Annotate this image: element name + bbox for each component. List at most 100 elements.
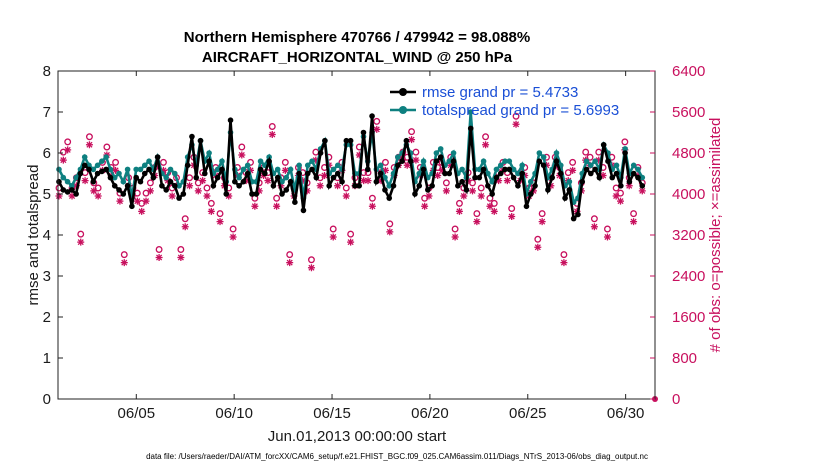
rmse-point (163, 187, 170, 193)
spread-point (81, 154, 88, 160)
rmse-point (304, 170, 311, 177)
rmse-point (592, 166, 598, 173)
y-tick-label-left: 3 (43, 268, 51, 285)
rmse-point (489, 191, 495, 197)
obs-assimilated-marker (216, 218, 224, 226)
obs-assimilated-marker (207, 207, 215, 215)
obs-possible-marker (534, 235, 542, 243)
rmse-point (287, 178, 294, 185)
y-tick-label-left: 0 (43, 391, 51, 408)
rmse-point (420, 166, 427, 173)
obs-assimilated-marker (569, 166, 577, 174)
obs-possible-marker (586, 153, 594, 161)
spread-point (450, 150, 457, 156)
rmse-point (557, 170, 564, 177)
spread-point (176, 183, 182, 189)
x-axis-label: Jun.01,2013 00:00:00 start (268, 428, 447, 445)
spread-point (257, 158, 264, 164)
obs-assimilated-marker (630, 218, 638, 226)
rmse-point (129, 203, 135, 210)
obs-possible-marker (604, 225, 611, 233)
obs-assimilated-marker (264, 177, 272, 185)
rmse-point (570, 215, 577, 222)
spread-point (163, 174, 170, 181)
obs-possible-marker (268, 123, 276, 130)
rmse-point (81, 162, 88, 169)
rmse-point (176, 195, 182, 201)
spread-point (244, 162, 251, 169)
rmse-point (111, 183, 118, 189)
rmse-point (575, 211, 581, 218)
obs-assimilated-marker (477, 192, 485, 200)
rmse-point (347, 137, 354, 144)
obs-possible-marker (382, 158, 389, 166)
rmse-point (416, 183, 423, 189)
obs-possible-marker (368, 194, 376, 202)
obs-assimilated-marker (177, 254, 185, 261)
rmse-point (214, 174, 221, 181)
y-tick-label-left: 4 (43, 227, 51, 244)
rmse-point (309, 166, 315, 173)
x-tick-label: 06/10 (215, 405, 253, 422)
spread-point (334, 162, 341, 169)
rmse-point (476, 174, 483, 181)
rmse-point (455, 183, 461, 189)
x-tick-label: 06/20 (411, 405, 449, 422)
x-tick-label: 06/05 (118, 405, 156, 422)
rmse-point (540, 162, 547, 169)
obs-possible-marker (229, 225, 237, 233)
obs-assimilated-marker (590, 223, 598, 231)
obs-assimilated-marker (560, 259, 568, 267)
chart-title-line1: Northern Hemisphere 470766 / 479942 = 98… (184, 29, 530, 46)
obs-possible-marker (612, 184, 620, 192)
obs-possible-marker (247, 158, 254, 166)
y-axis-left-label: rmse and totalspread (25, 165, 42, 306)
rmse-point (202, 170, 208, 177)
rmse-point (73, 191, 79, 197)
rmse-point (193, 174, 200, 181)
obs-possible-marker (373, 117, 381, 125)
obs-possible-marker (181, 215, 189, 223)
obs-assimilated-marker (168, 192, 176, 200)
spread-point (90, 166, 97, 173)
rmse-point (343, 137, 350, 144)
chart-title-line2: AIRCRAFT_HORIZONTAL_WIND @ 250 hPa (202, 49, 513, 66)
spread-point (124, 166, 131, 173)
y-tick-label-left: 1 (43, 350, 51, 367)
obs-assimilated-marker (347, 238, 355, 246)
y-tick-label-left: 5 (43, 186, 51, 203)
rmse-point (562, 195, 568, 201)
rmse-point (390, 183, 397, 189)
spread-point (103, 154, 109, 160)
obs-assimilated-marker (268, 131, 276, 138)
obs-possible-marker (207, 199, 215, 207)
obs-assimilated-marker (412, 156, 420, 164)
obs-possible-marker (120, 251, 128, 259)
rmse-point (450, 158, 457, 164)
obs-assimilated-marker (273, 202, 281, 210)
spread-point (437, 146, 444, 152)
obs-possible-marker (590, 215, 598, 223)
rmse-point (137, 178, 144, 185)
obs-possible-marker (64, 138, 72, 146)
spread-point (497, 162, 504, 169)
rmse-point (545, 187, 551, 193)
spread-point (622, 146, 628, 152)
rmse-point (472, 174, 478, 181)
obs-assimilated-marker (364, 177, 372, 185)
spread-point (133, 166, 139, 173)
obs-possible-marker (386, 220, 394, 228)
rmse-point (510, 174, 517, 181)
spread-point (274, 166, 281, 173)
rmse-point (626, 178, 633, 185)
rmse-point (317, 150, 324, 156)
rmse-point (90, 178, 97, 185)
spread-point (219, 158, 225, 164)
rmse-point (296, 170, 302, 177)
y-tick-label-left: 2 (43, 309, 51, 326)
obs-possible-marker (216, 210, 224, 218)
rmse-point (133, 174, 139, 181)
rmse-point (292, 199, 298, 205)
rmse-point (279, 191, 285, 197)
rmse-point (274, 174, 281, 181)
